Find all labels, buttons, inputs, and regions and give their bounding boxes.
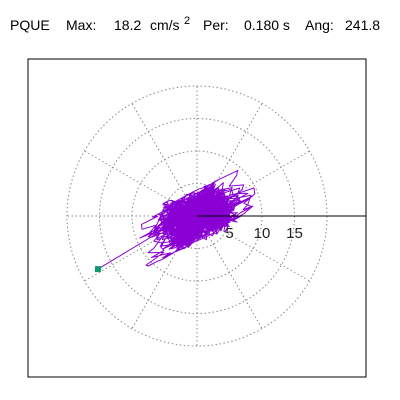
max-unit-exponent: 2 <box>184 15 190 27</box>
grid-spoke <box>196 215 310 282</box>
chart-header: PQUE Max: 18.2 cm/s 2 Per: 0.180 s Ang: … <box>10 15 380 33</box>
grid-spoke <box>131 103 198 217</box>
grid-spoke <box>84 215 198 282</box>
radial-tick-label: 15 <box>286 225 303 242</box>
max-label: Max: <box>66 17 96 33</box>
angle-label: Ang: <box>305 17 334 33</box>
max-value: 18.2 <box>114 17 141 33</box>
period-label: Per: <box>203 17 229 33</box>
max-unit: cm/s <box>150 17 180 33</box>
grid-spoke <box>196 103 263 217</box>
radial-tick-label: 10 <box>254 225 271 242</box>
peak-marker <box>94 266 101 273</box>
period-value: 0.180 s <box>244 17 290 33</box>
grid-spoke <box>131 215 198 329</box>
grid-spoke <box>196 215 263 329</box>
radial-tick-label: 5 <box>225 225 233 242</box>
radial-tick-labels: 5 10 15 <box>225 225 303 242</box>
angle-value: 241.8 <box>345 17 380 33</box>
grid-spoke <box>84 150 198 217</box>
grid-spoke <box>196 150 310 217</box>
station-code: PQUE <box>10 17 50 33</box>
particle-motion-core <box>157 180 242 250</box>
